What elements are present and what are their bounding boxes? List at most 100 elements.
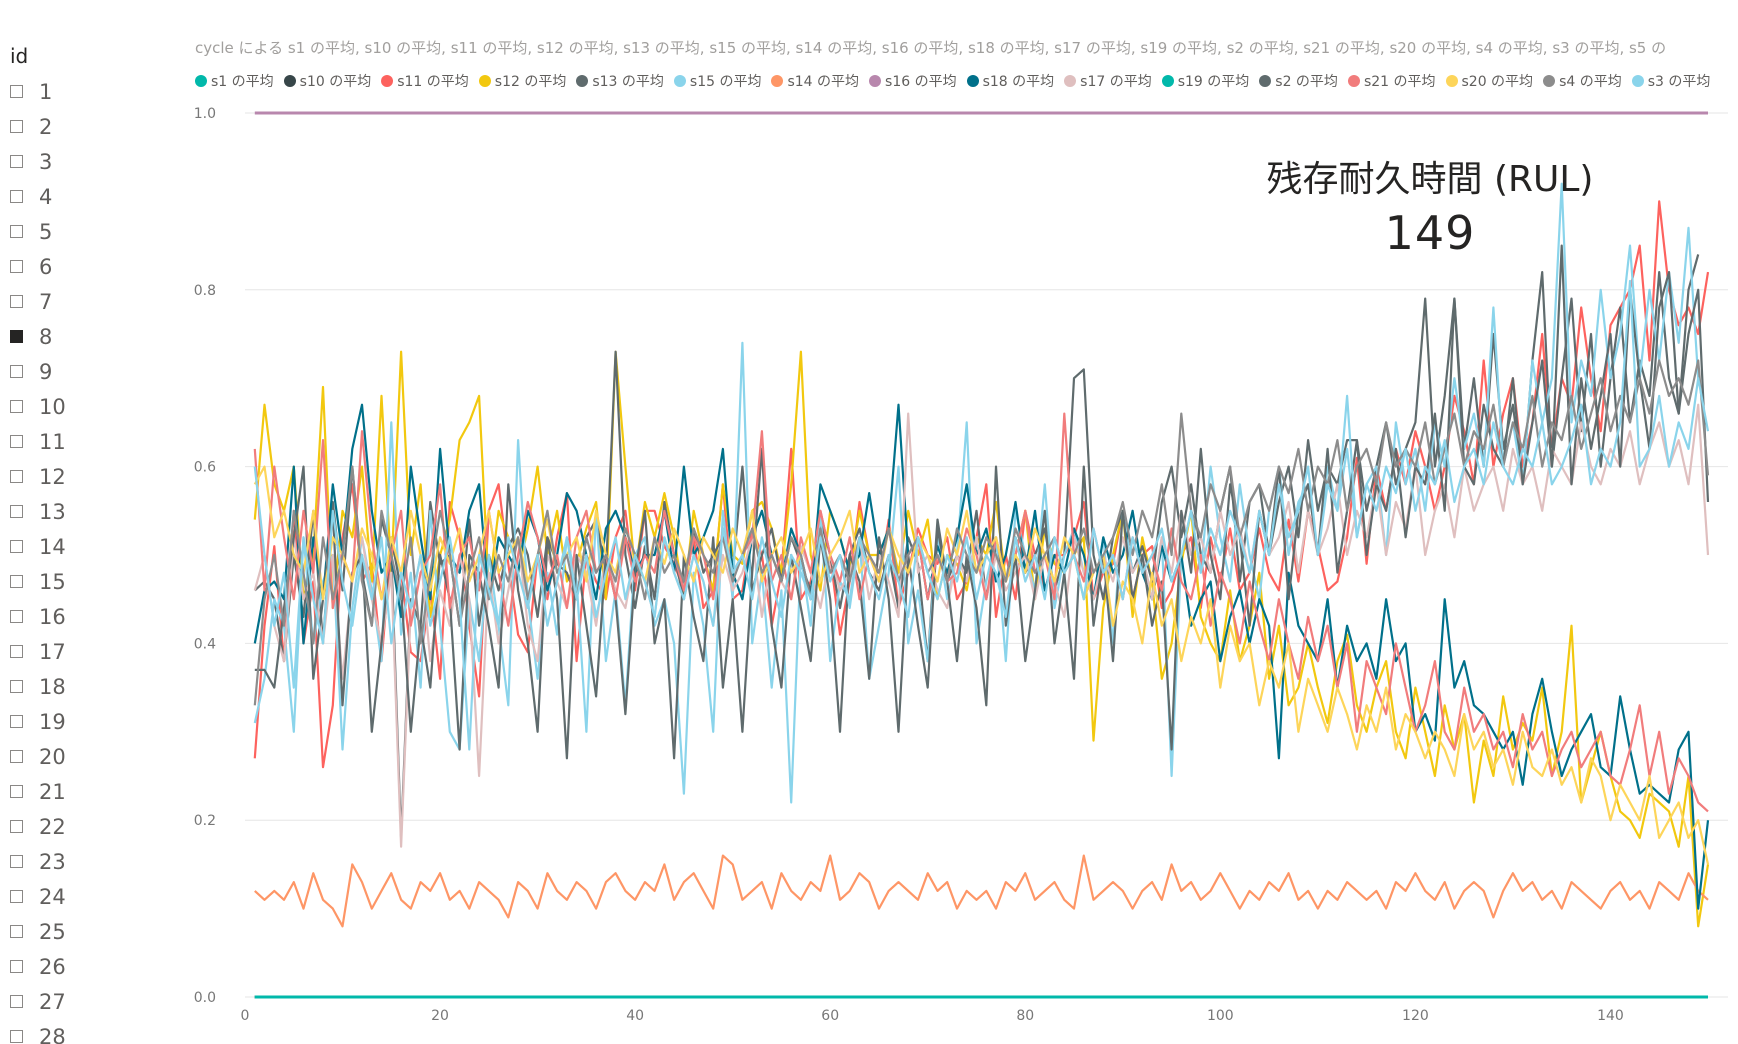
- series-line[interactable]: [254, 244, 1710, 760]
- legend-dot-icon: [576, 75, 589, 87]
- slicer-item-14[interactable]: 14: [10, 529, 66, 564]
- checkbox-icon[interactable]: [10, 470, 23, 483]
- checkbox-icon[interactable]: [10, 330, 23, 343]
- legend-item[interactable]: s10 の平均: [283, 71, 371, 91]
- checkbox-icon[interactable]: [10, 890, 23, 903]
- legend-item[interactable]: s17 の平均: [1064, 71, 1152, 91]
- slicer-item-23[interactable]: 23: [10, 844, 66, 879]
- checkbox-icon[interactable]: [10, 260, 23, 273]
- axis-layer: 0.0 0.2 0.4 0.6 0.8 1.0 0 20 40 60 80 100 120 140: [194, 106, 1624, 1024]
- slicer-item-27[interactable]: 27: [10, 984, 66, 1019]
- slicer-item-22[interactable]: 22: [10, 809, 66, 844]
- slicer-item-5[interactable]: 5: [10, 214, 66, 249]
- checkbox-icon[interactable]: [10, 225, 23, 238]
- series-line[interactable]: [253, 279, 1710, 751]
- checkbox-icon[interactable]: [10, 435, 23, 448]
- checkbox-icon[interactable]: [10, 400, 23, 413]
- checkbox-icon[interactable]: [10, 820, 23, 833]
- slicer-item-4[interactable]: 4: [10, 179, 66, 214]
- checkbox-icon[interactable]: [10, 505, 23, 518]
- checkbox-icon[interactable]: [10, 785, 23, 798]
- legend-item[interactable]: s18 の平均: [966, 71, 1054, 91]
- checkbox-icon[interactable]: [10, 750, 23, 763]
- slicer-item-label: 15: [39, 569, 66, 594]
- legend-label: s12 の平均: [494, 74, 567, 90]
- legend-item[interactable]: s16 の平均: [869, 71, 957, 91]
- slicer-item-19[interactable]: 19: [10, 704, 66, 739]
- checkbox-icon[interactable]: [10, 85, 23, 98]
- slicer-item-24[interactable]: 24: [10, 879, 66, 914]
- slicer-item-8[interactable]: 8: [10, 319, 66, 354]
- legend-item[interactable]: s14 の平均: [771, 71, 859, 91]
- checkbox-icon[interactable]: [10, 540, 23, 553]
- checkbox-icon[interactable]: [10, 1030, 23, 1043]
- series-line[interactable]: [253, 182, 1700, 804]
- checkbox-icon[interactable]: [10, 960, 23, 973]
- slicer-item-label: 28: [39, 1024, 66, 1044]
- y-tick-label: 1.0: [194, 106, 216, 122]
- legend-item[interactable]: s12 の平均: [478, 71, 567, 91]
- checkbox-icon[interactable]: [10, 680, 23, 693]
- slicer-item-18[interactable]: 18: [10, 669, 66, 704]
- slicer-item-2[interactable]: 2: [10, 109, 66, 144]
- legend-item[interactable]: s21 の平均: [1347, 71, 1436, 91]
- legend-item[interactable]: s3 の平均: [1631, 71, 1710, 91]
- legend-item[interactable]: s13 の平均: [576, 71, 664, 91]
- slicer-item-28[interactable]: 28: [10, 1019, 66, 1044]
- slicer-item-12[interactable]: 12: [10, 459, 66, 494]
- series-line[interactable]: [253, 403, 1710, 910]
- legend-dot-icon: [1445, 75, 1458, 87]
- slicer-item-label: 1: [39, 79, 53, 104]
- series-line[interactable]: [253, 403, 1710, 848]
- legend-dot-icon: [869, 75, 882, 87]
- chart-title: cycle による s1 の平均, s10 の平均, s11 の平均, s12 …: [195, 39, 1667, 57]
- checkbox-icon[interactable]: [10, 645, 23, 658]
- slicer-item-17[interactable]: 17: [10, 634, 66, 669]
- x-tick-label: 100: [1207, 1008, 1234, 1024]
- checkbox-icon[interactable]: [10, 120, 23, 133]
- legend-dot-icon: [1347, 75, 1360, 87]
- checkbox-icon[interactable]: [10, 365, 23, 378]
- checkbox-icon[interactable]: [10, 575, 23, 588]
- legend-item[interactable]: s2 の平均: [1259, 71, 1338, 91]
- slicer-item-20[interactable]: 20: [10, 739, 66, 774]
- legend-item[interactable]: s1 の平均: [195, 71, 274, 91]
- checkbox-icon[interactable]: [10, 925, 23, 938]
- checkbox-icon[interactable]: [10, 995, 23, 1008]
- legend-dot-icon: [1064, 75, 1077, 87]
- slicer-item-7[interactable]: 7: [10, 284, 66, 319]
- slicer-item-11[interactable]: 11: [10, 424, 66, 459]
- checkbox-icon[interactable]: [10, 610, 23, 623]
- checkbox-icon[interactable]: [10, 855, 23, 868]
- checkbox-icon[interactable]: [10, 155, 23, 168]
- legend-dot-icon: [1259, 75, 1272, 87]
- checkbox-icon[interactable]: [10, 190, 23, 203]
- slicer-item-15[interactable]: 15: [10, 564, 66, 599]
- slicer-item-6[interactable]: 6: [10, 249, 66, 284]
- legend-dot-icon: [195, 75, 207, 87]
- slicer-item-26[interactable]: 26: [10, 949, 66, 984]
- slicer-item-10[interactable]: 10: [10, 389, 66, 424]
- legend-item[interactable]: s19 の平均: [1161, 71, 1249, 91]
- checkbox-icon[interactable]: [10, 295, 23, 308]
- legend-item[interactable]: s11 の平均: [381, 71, 469, 91]
- series-line[interactable]: [254, 854, 1709, 928]
- slicer-item-label: 23: [39, 849, 66, 874]
- slicer-item-label: 3: [39, 149, 53, 174]
- slicer-item-1[interactable]: 1: [10, 74, 66, 109]
- slicer-item-21[interactable]: 21: [10, 774, 66, 809]
- slicer-item-13[interactable]: 13: [10, 494, 66, 529]
- slicer-item-label: 17: [39, 639, 66, 664]
- legend-item[interactable]: s4 の平均: [1543, 71, 1622, 91]
- legend-item[interactable]: s15 の平均: [673, 71, 761, 91]
- slicer-item-label: 27: [39, 989, 66, 1014]
- legend-dot-icon: [478, 75, 491, 87]
- legend-item[interactable]: s20 の平均: [1445, 71, 1533, 91]
- legend-dot-icon: [1161, 75, 1174, 87]
- slicer-item-3[interactable]: 3: [10, 144, 66, 179]
- slicer-item-9[interactable]: 9: [10, 354, 66, 389]
- series-line[interactable]: [253, 359, 1710, 706]
- slicer-item-25[interactable]: 25: [10, 914, 66, 949]
- slicer-item-16[interactable]: 16: [10, 599, 66, 634]
- checkbox-icon[interactable]: [10, 715, 23, 728]
